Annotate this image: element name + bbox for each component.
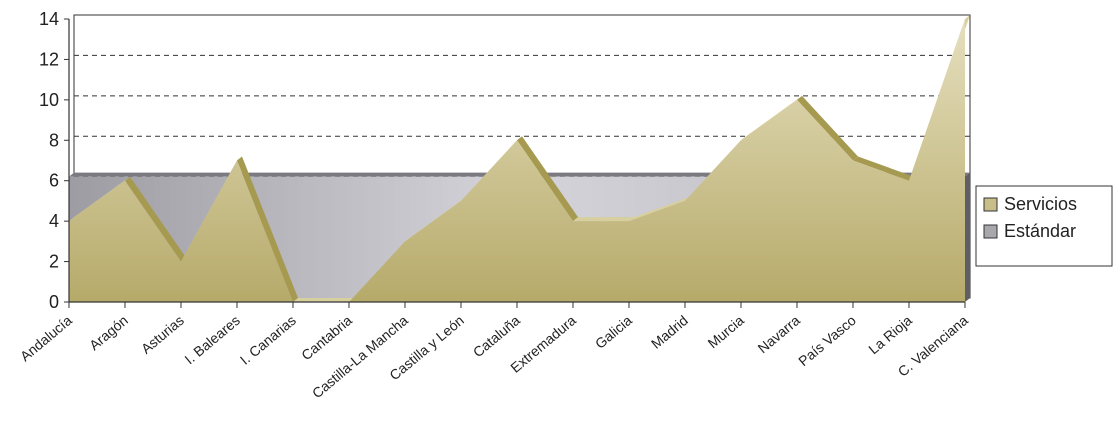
servicios-top-segment	[797, 95, 858, 161]
legend-label-servicios: Servicios	[1004, 194, 1077, 214]
legend: Servicios Estándar	[975, 185, 1113, 267]
x-tick-label: Andalucía	[17, 312, 75, 364]
y-tick-label: 4	[49, 211, 59, 231]
x-tick-label: Madrid	[648, 312, 691, 352]
servicios-top-segment	[517, 136, 578, 222]
series-servicios	[69, 15, 970, 302]
y-tick-label: 0	[49, 292, 59, 312]
x-tick-label: Asturias	[138, 312, 187, 357]
x-tick-label: La Rioja	[865, 312, 915, 357]
servicios-top-segment	[741, 95, 802, 141]
servicios-top-segment	[125, 176, 186, 262]
servicios-top-segment	[573, 217, 634, 222]
x-tick-label: Galicia	[592, 312, 635, 352]
x-tick-label: Navarra	[754, 312, 803, 356]
legend-swatch-servicios	[983, 197, 998, 212]
x-tick-label: Murcia	[704, 312, 747, 351]
servicios-top-segment	[629, 196, 690, 222]
x-tick-label: Castilla-La Mancha	[309, 312, 411, 401]
y-tick-label: 2	[49, 252, 59, 272]
legend-label-estandar: Estándar	[1004, 221, 1076, 241]
x-tick-label: Cataluña	[470, 312, 523, 360]
servicios-front-face	[69, 19, 965, 302]
servicios-top-segment	[237, 156, 298, 302]
x-tick-label: Cantabria	[298, 312, 355, 363]
y-tick-label: 12	[39, 49, 59, 69]
x-tick-label: I. Baleares	[181, 312, 243, 367]
servicios-top-segment	[853, 156, 914, 181]
servicios-top-segment	[405, 196, 466, 242]
servicios-top-segment	[69, 176, 130, 222]
y-tick-label: 8	[49, 130, 59, 150]
servicios-top-segment	[293, 298, 354, 302]
legend-box	[975, 185, 1113, 267]
y-tick-label: 10	[39, 90, 59, 110]
legend-swatch-estandar	[983, 224, 998, 239]
x-tick-label: I. Canarias	[237, 312, 299, 368]
x-tick-label: Aragón	[86, 312, 131, 353]
y-tick-label: 14	[39, 9, 59, 29]
x-tick-label: País Vasco	[795, 312, 859, 369]
estandar-side-face	[965, 172, 970, 302]
y-tick-label: 6	[49, 171, 59, 191]
